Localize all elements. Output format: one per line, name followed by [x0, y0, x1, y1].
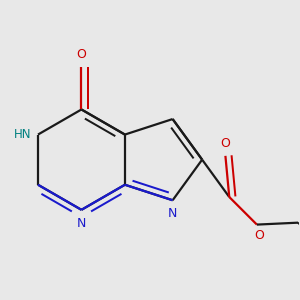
Text: N: N [77, 217, 86, 230]
Text: O: O [220, 137, 230, 150]
Text: N: N [168, 207, 177, 220]
Text: O: O [254, 229, 264, 242]
Text: O: O [76, 48, 86, 61]
Text: HN: HN [14, 128, 31, 141]
